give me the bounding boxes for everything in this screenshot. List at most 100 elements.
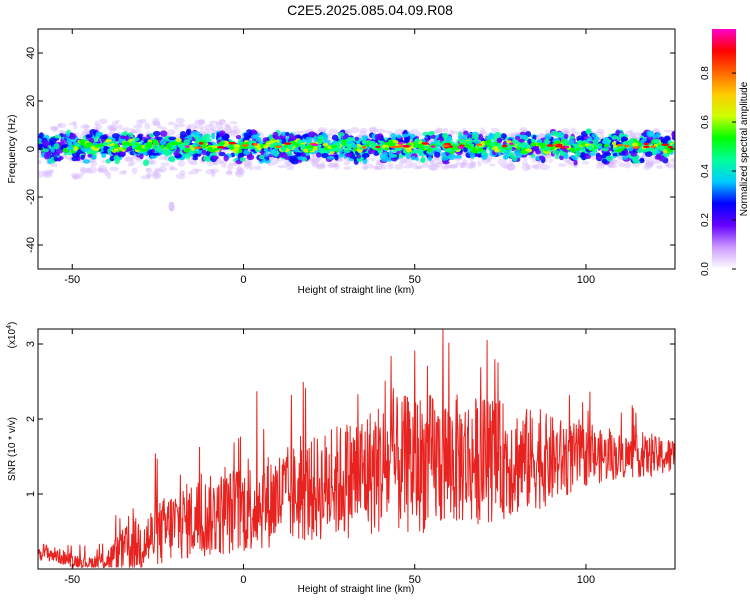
heatmap-cell-core [406,147,412,153]
heatmap-cell-peak [554,144,563,148]
heatmap-cell-low [505,162,514,167]
heatmap-cell-low [531,164,539,169]
heatmap-cell [630,152,638,157]
heatmap-cell-low [225,170,233,175]
heatmap-cell-low [451,130,457,135]
heatmap-cell [139,153,144,160]
snr-y-tick-label: 2 [25,416,37,422]
heatmap-cell-core [114,143,119,149]
heatmap-cell-low [379,163,385,167]
spectrogram-y-tick-label: 40 [25,47,37,59]
heatmap-cell-low [248,165,254,171]
heatmap-cell-low [574,131,581,135]
heatmap-cell [504,154,509,160]
heatmap-cell [142,159,150,167]
heatmap-cell-low [115,119,120,124]
heatmap-cell-low [221,163,227,168]
heatmap-cell-low [64,156,74,160]
heatmap-cell-peak [361,146,367,149]
heatmap-cell [173,151,181,156]
heatmap-cell-core [525,145,532,149]
heatmap-cell-low [448,164,458,169]
colorbar-tick-label: 0.2 [700,213,711,227]
heatmap-cell [283,155,291,160]
heatmap-cell-low [412,166,422,170]
snr-frame [37,328,676,570]
heatmap-cell-low [133,124,143,129]
heatmap-cell [580,151,586,158]
heatmap-cell-low [244,160,253,166]
heatmap-cell-core [612,147,619,151]
heatmap-cell-low [43,172,53,179]
heatmap-cell [530,153,536,159]
heatmap-cell [396,134,402,139]
heatmap-cell-low [656,164,663,170]
heatmap-cell [331,134,339,141]
heatmap-cell-low [373,166,383,170]
heatmap-cell-core [175,138,182,143]
heatmap-cell-core [92,147,100,152]
heatmap-cell-peak [403,145,410,148]
heatmap-cell [307,131,316,138]
heatmap-cell-core [134,146,142,151]
heatmap-cell-core [351,143,358,149]
heatmap-cell-low [205,169,216,175]
heatmap-cell-low [85,167,93,174]
heatmap-cell [87,153,93,158]
heatmap-cell-core [663,148,668,154]
heatmap-cell [563,133,569,139]
heatmap-cell-low [565,159,572,165]
heatmap-cell-peak [624,144,630,148]
heatmap-cell-low [145,167,153,174]
heatmap-cell-core [633,139,638,144]
heatmap-cell-core [603,143,610,148]
heatmap-cell-low [109,166,120,172]
colorbar-label: Normalized spectral amplitude [739,81,750,216]
heatmap-cell-core [574,144,579,149]
heatmap-cell-peak [216,145,225,149]
heatmap-cell-low [629,133,636,137]
heatmap-cell [462,134,469,140]
heatmap-cell-low [500,164,510,168]
heatmap-cell-low [363,163,368,170]
heatmap-cell [54,134,61,139]
heatmap-cell-low [644,162,654,169]
heatmap-cell-core [384,147,390,151]
heatmap-cell-peak [228,141,237,145]
heatmap-cell-low [599,131,604,139]
heatmap-cell-low [194,168,203,172]
heatmap-cell-core [480,140,486,146]
heatmap-cell-low [312,162,318,166]
heatmap-cell [105,158,111,164]
heatmap-cell-low [144,122,151,130]
heatmap-cell-low [531,159,536,163]
heatmap-cell [203,155,210,162]
heatmap-cell-low [236,165,242,173]
heatmap-cell-core [152,139,159,145]
heatmap-cell [243,149,250,156]
heatmap-cell-low [548,158,553,163]
heatmap-cell-core [611,141,617,146]
heatmap-cell [85,134,93,138]
heatmap-cell [621,155,629,160]
heatmap-cell-low [563,129,568,134]
heatmap-cell-core [597,145,603,150]
heatmap-cell [263,152,270,157]
heatmap-cell [53,151,60,156]
heatmap-cell-low [471,161,476,167]
heatmap-cell-low [124,156,134,163]
heatmap-cell-low [315,164,326,170]
heatmap-cell [427,156,432,162]
heatmap-cell-low [51,162,58,167]
heatmap-cell-low [217,159,224,164]
heatmap-cell [38,138,43,142]
heatmap-cell-core [644,148,650,152]
heatmap-cell [559,151,566,157]
spectrogram-y-tick-label: 20 [25,95,37,107]
heatmap-cell [38,143,43,151]
heatmap-cell [66,129,71,134]
heatmap-cell-core [94,144,99,148]
heatmap-cell-low [81,130,89,136]
heatmap-cell [374,133,382,141]
heatmap-cell-low [71,175,81,179]
